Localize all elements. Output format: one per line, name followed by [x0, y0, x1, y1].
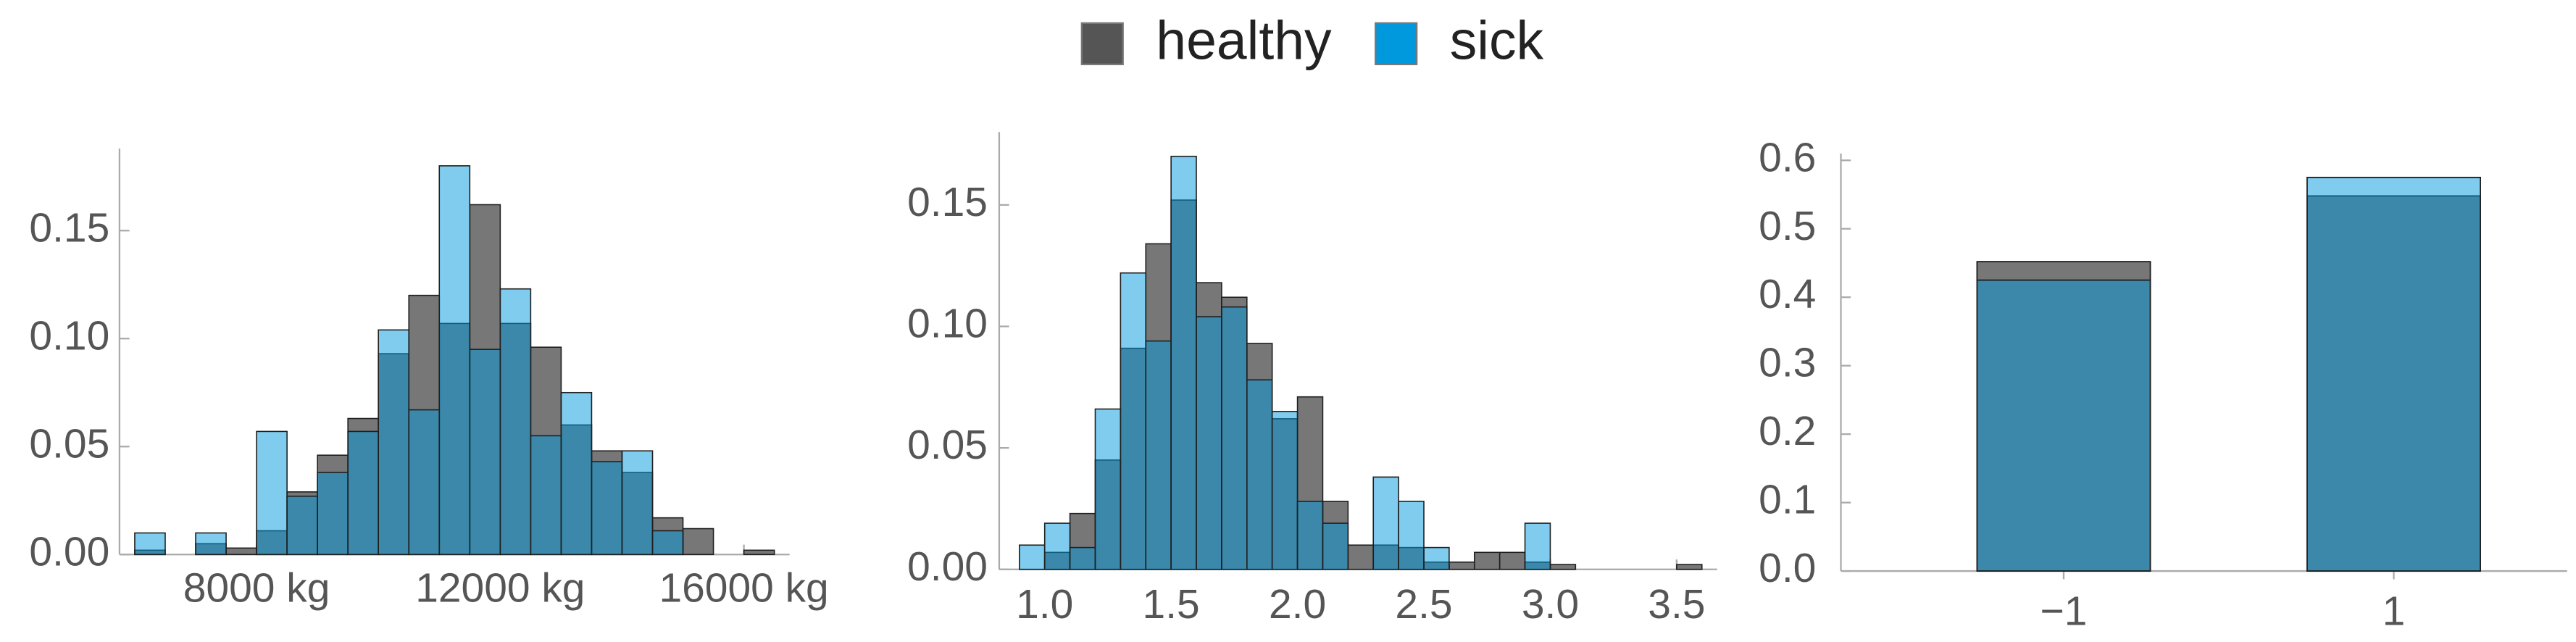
- y-tick-label: 0.3: [1759, 340, 1816, 386]
- histogram-bar: [1549, 564, 1577, 570]
- histogram-bar: [1246, 379, 1273, 570]
- legend-label: sick: [1450, 9, 1544, 70]
- histogram-bar: [1145, 340, 1172, 570]
- histogram-bar: [1221, 306, 1248, 570]
- histogram-bar: [1524, 522, 1551, 570]
- histogram-bar: [408, 409, 441, 556]
- histogram-bar: [195, 532, 227, 556]
- y-tick-label: 0.5: [1759, 203, 1816, 249]
- histogram-bar: [743, 549, 775, 556]
- histogram-bar: [1043, 522, 1071, 570]
- histogram-bar: [1398, 501, 1425, 570]
- x-tick-label: −1: [2041, 588, 2088, 634]
- y-tick-label: 0.1: [1759, 477, 1816, 523]
- histogram-bar: [1069, 546, 1096, 570]
- histogram-bar: [1094, 408, 1122, 570]
- histogram-bar: [378, 329, 410, 556]
- legend-swatch: [1080, 22, 1124, 65]
- x-tick-label: 1.0: [1016, 581, 1073, 628]
- histogram-bar: [225, 547, 257, 556]
- x-tick-label: 12000 kg: [415, 564, 585, 611]
- x-tick-label: 2.5: [1395, 581, 1452, 628]
- histogram-bar: [1019, 544, 1046, 570]
- histogram-bar: [1196, 316, 1222, 570]
- legend-swatch: [1375, 22, 1418, 65]
- x-tick-label: 3.5: [1648, 581, 1705, 628]
- histogram-bar: [1499, 551, 1526, 570]
- x-tick-label: 1: [2383, 588, 2406, 634]
- histogram-bar: [286, 496, 318, 556]
- histogram-bar: [530, 435, 562, 556]
- histogram-bar: [591, 461, 623, 556]
- histogram-bar: [621, 450, 654, 556]
- histogram-bar: [317, 472, 349, 556]
- x-tick-label: 2.0: [1269, 581, 1326, 628]
- histogram-bar: [560, 391, 593, 556]
- x-tick-label: 1.5: [1143, 581, 1200, 628]
- histogram-bar: [1120, 272, 1147, 570]
- y-tick-label: 0.4: [1759, 271, 1816, 317]
- x-tick-label: 16000 kg: [659, 564, 828, 611]
- histogram-bar: [1473, 551, 1501, 570]
- x-tick-label: 8000 kg: [183, 564, 330, 611]
- histogram-bar: [347, 430, 380, 556]
- y-tick-label: 0.15: [29, 204, 109, 251]
- histogram-bar: [1296, 501, 1324, 570]
- histogram-bar: [682, 528, 714, 556]
- y-tick-label: 0.05: [907, 422, 988, 468]
- bar: [2306, 176, 2482, 572]
- y-tick-label: 0.2: [1759, 408, 1816, 454]
- y-tick-label: 0.05: [29, 420, 109, 467]
- histogram-bar: [256, 430, 288, 556]
- histogram-bar: [1676, 564, 1703, 570]
- histogram-bar: [134, 532, 166, 556]
- x-tick-label: 3.0: [1522, 581, 1579, 628]
- histogram-bar: [1271, 411, 1299, 570]
- histogram-bar: [1372, 476, 1399, 570]
- y-tick-label: 0.10: [907, 301, 988, 347]
- y-tick-label: 0.0: [1759, 545, 1816, 591]
- histogram-bar: [499, 288, 532, 556]
- y-tick-label: 0.6: [1759, 134, 1816, 180]
- histogram-bar: [438, 165, 471, 556]
- y-tick-label: 0.00: [907, 543, 988, 590]
- y-tick-label: 0.00: [29, 528, 109, 575]
- histogram-bar: [1449, 561, 1475, 570]
- bar: [1976, 279, 2151, 572]
- y-tick-label: 0.15: [907, 179, 988, 225]
- histogram-bar: [1347, 544, 1375, 570]
- histogram-bar: [651, 530, 684, 556]
- y-tick-label: 0.10: [29, 312, 109, 359]
- histogram-bar: [1170, 155, 1197, 570]
- legend-label: healthy: [1156, 9, 1332, 70]
- histogram-bar: [1423, 546, 1450, 570]
- histogram-bar: [469, 349, 501, 556]
- histogram-bar: [1322, 522, 1349, 570]
